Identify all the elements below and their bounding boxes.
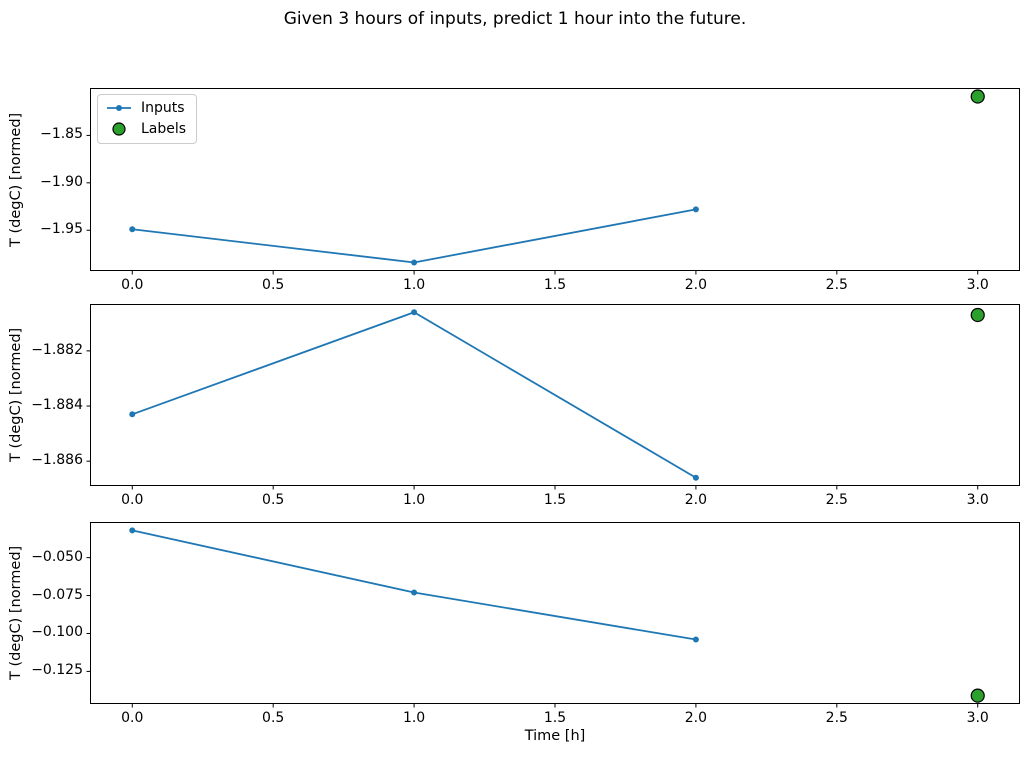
axes-spines bbox=[90, 304, 1020, 486]
subplot-2: T (degC) [normed] 0.0 0.5 1.0 1.5 2.0 2.5 3.0−… bbox=[8, 304, 1020, 508]
inputs-point bbox=[129, 226, 136, 233]
figure-title: Given 3 hours of inputs, predict 1 hour … bbox=[283, 9, 747, 29]
subplot-1: T (degC) [normed] Inputs Labels 0.0 0.5 1.… bbox=[8, 88, 1020, 293]
inputs-point bbox=[692, 636, 699, 643]
x-tick-label: 2.0 bbox=[684, 277, 708, 293]
x-tick-label: 0.5 bbox=[262, 710, 285, 726]
y-tick-label: −1.886 bbox=[31, 452, 83, 469]
x-tick-label: 3.0 bbox=[966, 277, 989, 293]
labels-point bbox=[970, 688, 985, 703]
x-tick-label: 1.0 bbox=[402, 710, 426, 726]
y-tick-label: −0.100 bbox=[31, 624, 83, 641]
plot-area bbox=[86, 304, 1020, 490]
subplot-3: T (degC) [normed] 0.0 0.5 1.0 1.5 2.0 2.5 3.0−… bbox=[8, 522, 1020, 726]
x-tick-label: 1.5 bbox=[543, 710, 567, 726]
inputs-line bbox=[131, 311, 697, 479]
y-tick-label: −1.90 bbox=[40, 173, 83, 190]
inputs-line bbox=[132, 529, 697, 641]
plot-area bbox=[86, 522, 1020, 708]
axes-spines bbox=[90, 522, 1020, 704]
inputs-point bbox=[129, 527, 136, 534]
x-tick-label: 2.0 bbox=[684, 492, 708, 508]
x-tick-label: 1.5 bbox=[543, 277, 567, 293]
x-tick-label: 0.5 bbox=[262, 277, 285, 293]
inputs-point bbox=[411, 259, 418, 266]
x-tick-label: 1.0 bbox=[402, 277, 426, 293]
y-tick-label: −1.884 bbox=[31, 397, 83, 414]
axes-spines bbox=[90, 88, 1020, 271]
y-tick-label: −0.075 bbox=[31, 586, 83, 603]
legend-item-labels: Labels bbox=[106, 121, 186, 137]
x-tick-label: 2.5 bbox=[825, 710, 848, 726]
inputs-line bbox=[132, 208, 697, 264]
x-tick-label: 1.0 bbox=[402, 492, 426, 508]
x-axis-label: Time [h] bbox=[524, 728, 586, 744]
plot-area bbox=[86, 88, 1020, 275]
x-tick-label: 0.0 bbox=[121, 277, 144, 293]
x-tick-label: 2.0 bbox=[684, 710, 708, 726]
x-tick-label: 3.0 bbox=[966, 710, 989, 726]
y-tick-label: −1.85 bbox=[40, 126, 83, 143]
inputs-point bbox=[692, 206, 699, 213]
inputs-point bbox=[411, 589, 418, 596]
y-tick-label: −1.95 bbox=[40, 221, 83, 238]
y-tick-label: −0.125 bbox=[31, 662, 83, 679]
labels-point bbox=[970, 89, 985, 104]
legend-item-inputs: Inputs bbox=[106, 100, 186, 116]
x-tick-label: 0.0 bbox=[121, 710, 144, 726]
legend: Inputs Labels bbox=[97, 94, 198, 144]
x-tick-label: 2.5 bbox=[825, 492, 848, 508]
x-tick-label: 2.5 bbox=[825, 277, 848, 293]
x-tick-label: 1.5 bbox=[543, 492, 567, 508]
y-tick-label: −0.050 bbox=[31, 548, 83, 565]
inputs-point bbox=[129, 411, 136, 418]
y-tick-label: −1.882 bbox=[31, 341, 83, 358]
inputs-point bbox=[411, 309, 418, 316]
legend-label-inputs: Inputs bbox=[141, 100, 185, 116]
x-tick-label: 3.0 bbox=[966, 492, 989, 508]
labels-point bbox=[970, 307, 985, 323]
inputs-line-icon bbox=[107, 105, 131, 111]
legend-label-labels: Labels bbox=[141, 121, 187, 137]
x-tick-label: 0.0 bbox=[121, 492, 144, 508]
labels-circle-icon bbox=[112, 122, 126, 136]
x-tick-label: 0.5 bbox=[262, 492, 285, 508]
inputs-point bbox=[692, 474, 699, 481]
